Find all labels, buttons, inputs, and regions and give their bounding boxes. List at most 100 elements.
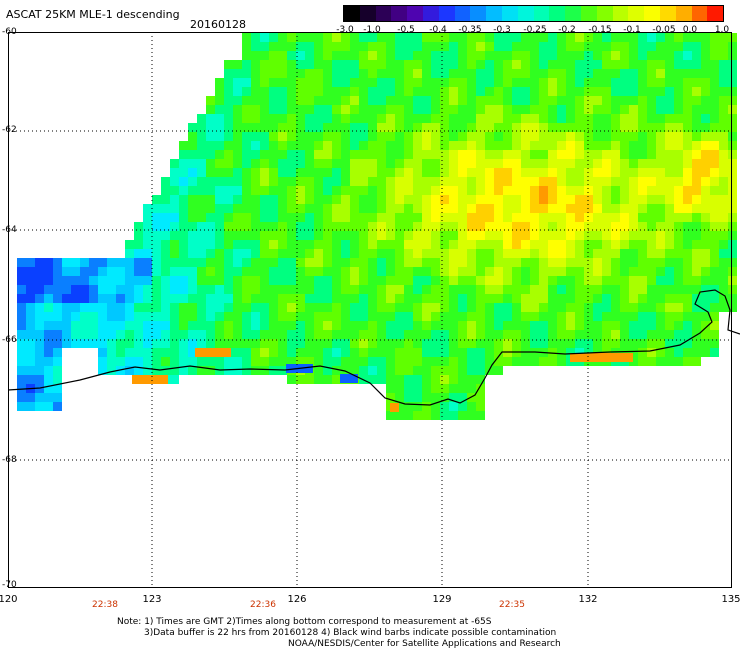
- mle-cell: [89, 330, 98, 339]
- mle-cell: [35, 402, 44, 411]
- mle-cell: [611, 105, 620, 114]
- mle-cell: [260, 276, 269, 285]
- mle-cell: [17, 258, 26, 267]
- mle-cell: [602, 339, 611, 348]
- mle-cell: [692, 96, 701, 105]
- mle-cell: [260, 330, 269, 339]
- mle-cell: [458, 114, 467, 123]
- mle-cell: [80, 339, 89, 348]
- mle-cell: [314, 33, 323, 42]
- mle-cell: [719, 222, 728, 231]
- mle-cell: [467, 78, 476, 87]
- mle-cell: [350, 222, 359, 231]
- mle-cell: [485, 294, 494, 303]
- colorbar-segment: [454, 6, 471, 21]
- mle-cell: [674, 195, 683, 204]
- mle-cell: [278, 249, 287, 258]
- mle-cell: [422, 87, 431, 96]
- mle-cell: [467, 384, 476, 393]
- mle-cell: [593, 51, 602, 60]
- mle-cell: [665, 141, 674, 150]
- mle-cell: [359, 168, 368, 177]
- mle-cell: [593, 177, 602, 186]
- mle-cell: [53, 303, 62, 312]
- mle-cell: [530, 123, 539, 132]
- mle-cell: [485, 276, 494, 285]
- mle-cell: [683, 60, 692, 69]
- mle-cell: [638, 249, 647, 258]
- mle-cell: [638, 204, 647, 213]
- mle-cell: [179, 141, 188, 150]
- mle-cell: [161, 204, 170, 213]
- mle-cell: [305, 60, 314, 69]
- mle-cell: [692, 33, 701, 42]
- mle-cell: [206, 249, 215, 258]
- mle-cell: [575, 87, 584, 96]
- mle-cell: [305, 312, 314, 321]
- mle-cell: [197, 231, 206, 240]
- mle-cell: [701, 276, 710, 285]
- mle-cell: [728, 132, 737, 141]
- mle-cell: [683, 150, 692, 159]
- mle-cell: [503, 222, 512, 231]
- mle-cell: [431, 51, 440, 60]
- mle-cell: [251, 213, 260, 222]
- mle-cell: [602, 69, 611, 78]
- mle-cell: [674, 42, 683, 51]
- mle-cell: [584, 186, 593, 195]
- mle-cell: [26, 375, 35, 384]
- mle-cell: [602, 204, 611, 213]
- mle-cell: [449, 204, 458, 213]
- mle-cell: [647, 312, 656, 321]
- mle-cell: [125, 267, 134, 276]
- mle-cell: [179, 168, 188, 177]
- mle-cell: [431, 312, 440, 321]
- mle-cell: [593, 240, 602, 249]
- mle-cell: [242, 258, 251, 267]
- mle-cell: [422, 393, 431, 402]
- mle-cell: [377, 294, 386, 303]
- mle-cell: [683, 321, 692, 330]
- mle-cell: [638, 123, 647, 132]
- mle-cell: [269, 87, 278, 96]
- mle-cell: [683, 222, 692, 231]
- mle-cell: [323, 33, 332, 42]
- mle-cell: [422, 60, 431, 69]
- mle-cell: [557, 42, 566, 51]
- mle-cell: [485, 303, 494, 312]
- mle-cell: [278, 141, 287, 150]
- mle-cell: [179, 231, 188, 240]
- mle-cell: [404, 195, 413, 204]
- mle-cell: [530, 303, 539, 312]
- mle-cell: [431, 132, 440, 141]
- mle-cell: [314, 42, 323, 51]
- mle-cell: [548, 213, 557, 222]
- mle-cell: [539, 123, 548, 132]
- mle-cell: [638, 150, 647, 159]
- mle-cell: [134, 258, 143, 267]
- mle-cell: [719, 195, 728, 204]
- mle-cell: [413, 141, 422, 150]
- mle-cell: [386, 312, 395, 321]
- mle-cell: [638, 276, 647, 285]
- mle-cell: [566, 69, 575, 78]
- mle-cell: [260, 150, 269, 159]
- mle-cell: [170, 186, 179, 195]
- mle-cell: [386, 303, 395, 312]
- mle-cell: [638, 348, 647, 357]
- mle-cell: [17, 267, 26, 276]
- mle-cell: [161, 276, 170, 285]
- mle-cell: [350, 168, 359, 177]
- mle-cell: [161, 321, 170, 330]
- mle-cell: [503, 357, 512, 366]
- mle-cell: [251, 78, 260, 87]
- mle-cell: [314, 294, 323, 303]
- mle-cell: [602, 114, 611, 123]
- mle-cell: [314, 114, 323, 123]
- mle-cell: [98, 357, 107, 366]
- mle-cell: [404, 231, 413, 240]
- mle-cell: [197, 195, 206, 204]
- mle-cell: [629, 213, 638, 222]
- mle-cell: [602, 33, 611, 42]
- mle-cell: [224, 96, 233, 105]
